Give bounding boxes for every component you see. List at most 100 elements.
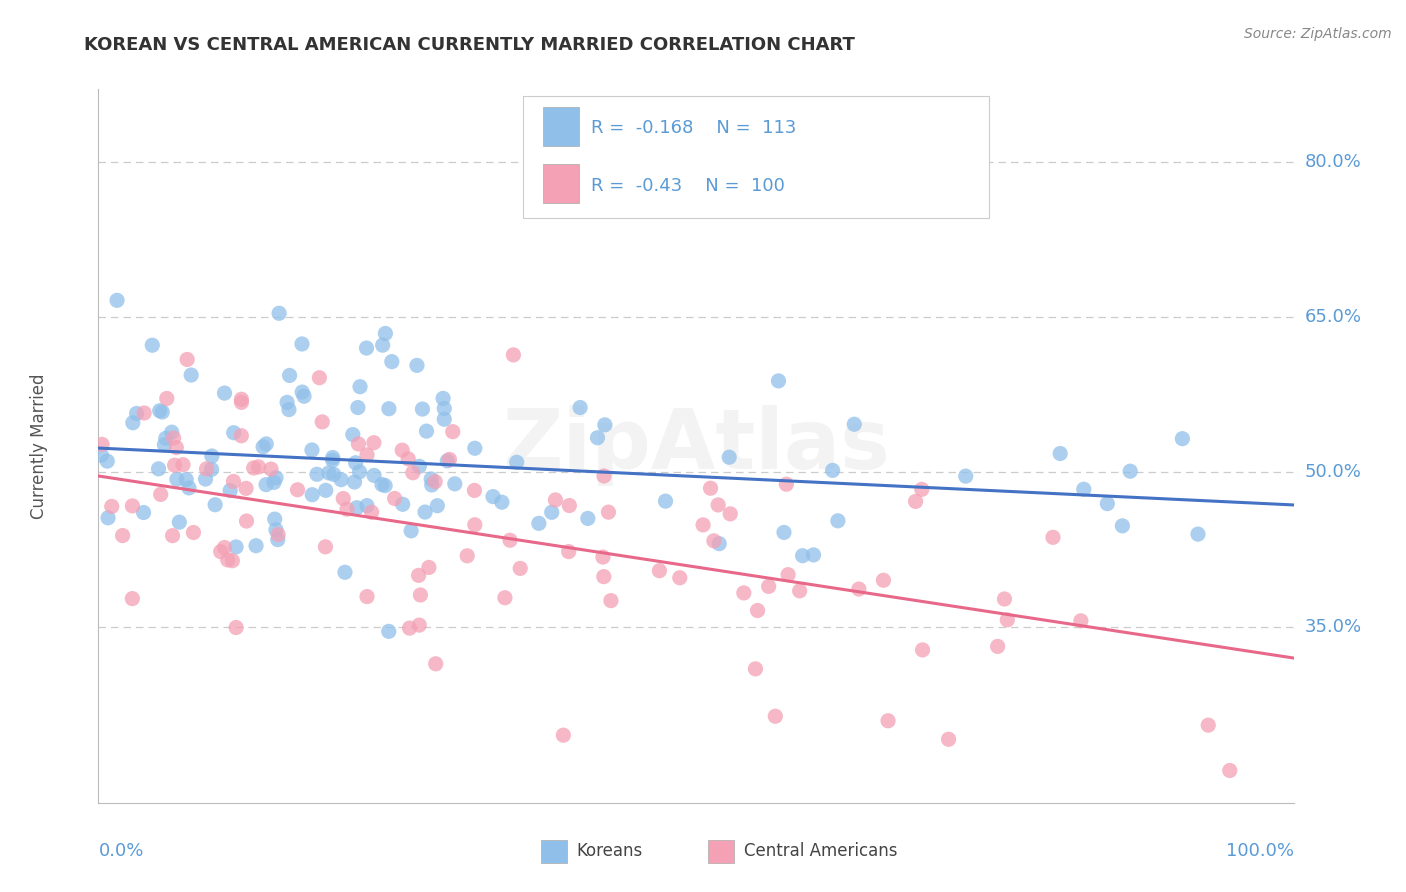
Point (201, 449, 224, 463)
Point (425, 475, 447, 489)
Point (592, 549, 614, 564)
Point (125, 407, 148, 421)
Point (378, 624, 401, 639)
Point (105, 293, 128, 308)
Point (668, 571, 690, 585)
Text: 65.0%: 65.0% (1305, 308, 1361, 326)
Point (134, 406, 156, 420)
Point (356, 448, 378, 462)
Point (586, 431, 609, 445)
Point (432, 392, 454, 406)
Point (330, 473, 353, 487)
Point (494, 591, 516, 605)
Point (1042, 530, 1064, 544)
Point (342, 427, 364, 442)
Point (150, 405, 173, 419)
Point (987, 640, 1010, 654)
Point (426, 499, 449, 513)
Point (778, 567, 800, 582)
Point (343, 475, 366, 489)
Point (231, 395, 253, 409)
Point (744, 662, 766, 676)
Point (499, 533, 522, 548)
Point (195, 462, 218, 476)
Point (111, 528, 134, 542)
Point (993, 592, 1015, 607)
Point (381, 354, 404, 368)
Point (592, 569, 614, 583)
Point (413, 505, 436, 519)
Point (287, 483, 309, 497)
Point (391, 497, 413, 511)
Point (569, 401, 592, 415)
Point (165, 441, 187, 455)
Point (148, 462, 170, 476)
FancyBboxPatch shape (543, 107, 579, 146)
Point (160, 425, 183, 440)
Point (527, 516, 550, 531)
Point (763, 709, 786, 723)
Point (336, 502, 359, 516)
Point (363, 468, 385, 483)
Point (844, 417, 866, 432)
Point (718, 450, 741, 465)
Point (314, 540, 336, 554)
Point (408, 618, 430, 632)
Point (509, 561, 531, 575)
Point (347, 437, 370, 451)
Point (408, 459, 430, 474)
Point (305, 467, 328, 482)
Point (209, 544, 232, 558)
Point (436, 454, 458, 468)
Point (371, 477, 394, 491)
FancyBboxPatch shape (543, 164, 579, 203)
Point (443, 476, 465, 491)
Point (96, 454, 118, 468)
Point (183, 525, 205, 540)
Point (1187, 527, 1209, 541)
Point (176, 352, 198, 367)
Point (911, 643, 934, 657)
Point (1111, 519, 1133, 533)
Point (349, 380, 371, 394)
Text: Koreans: Koreans (576, 842, 643, 860)
Point (491, 495, 513, 509)
Point (356, 499, 378, 513)
Point (222, 425, 245, 440)
Point (292, 389, 315, 403)
Point (506, 455, 529, 469)
FancyBboxPatch shape (709, 840, 734, 863)
Point (252, 440, 274, 454)
Point (707, 498, 730, 512)
Point (291, 337, 314, 351)
Point (121, 499, 143, 513)
Point (221, 554, 243, 568)
Point (391, 443, 413, 458)
Point (433, 412, 456, 426)
Point (121, 416, 143, 430)
Point (204, 498, 226, 512)
Point (333, 566, 356, 580)
Point (384, 491, 406, 506)
Text: R =  -0.43    N =  100: R = -0.43 N = 100 (591, 177, 785, 194)
Point (219, 483, 242, 498)
FancyBboxPatch shape (523, 96, 988, 218)
Point (418, 560, 440, 574)
Point (141, 338, 163, 352)
Point (235, 482, 257, 496)
Point (502, 348, 524, 362)
Point (194, 472, 217, 486)
Point (231, 429, 253, 443)
Point (90, 448, 112, 462)
Point (648, 564, 671, 578)
Point (703, 533, 725, 548)
Point (242, 461, 264, 475)
Text: R =  -0.168    N =  113: R = -0.168 N = 113 (591, 120, 796, 137)
Point (768, 374, 790, 388)
Point (322, 453, 344, 467)
Point (1171, 432, 1194, 446)
Point (163, 458, 186, 473)
Point (420, 478, 443, 492)
Text: 0.0%: 0.0% (98, 842, 143, 860)
Point (709, 536, 731, 550)
